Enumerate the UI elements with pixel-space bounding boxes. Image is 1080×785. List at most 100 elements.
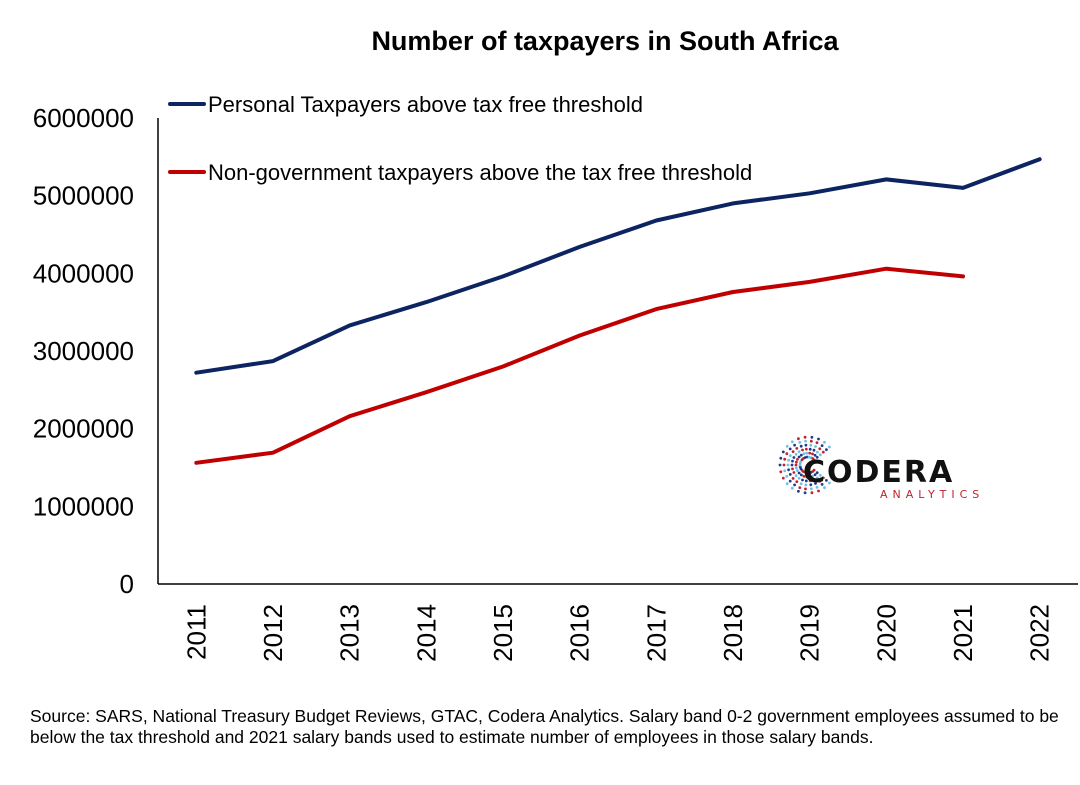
logo-dot xyxy=(823,440,826,444)
logo-name: CODERA xyxy=(803,455,954,490)
logo-dot xyxy=(823,486,826,490)
logo-dot xyxy=(817,489,820,493)
logo-dot xyxy=(798,486,802,489)
logo-dot xyxy=(799,444,803,448)
series-lines xyxy=(194,157,1042,465)
logo-dot xyxy=(788,473,792,476)
logo-dot xyxy=(797,437,800,441)
logo-dot xyxy=(796,469,799,472)
logo-dot xyxy=(805,451,809,455)
y-tick-label: 4000000 xyxy=(33,258,134,288)
logo-dot xyxy=(790,440,794,444)
logo-dot xyxy=(781,476,785,480)
x-tick-label: 2012 xyxy=(258,604,288,662)
logo-dot xyxy=(790,463,794,467)
source-note: Source: SARS, National Treasury Budget R… xyxy=(30,706,1059,747)
logo-dot xyxy=(783,457,787,461)
logo-dot xyxy=(801,478,804,482)
legend-label-2: Non-government taxpayers above the tax f… xyxy=(208,160,752,185)
legend-label-1: Personal Taxpayers above tax free thresh… xyxy=(208,92,643,117)
logo-dot xyxy=(795,466,798,470)
logo-dot xyxy=(797,489,800,493)
x-tick-label: 2014 xyxy=(411,604,441,662)
series-line-2 xyxy=(194,266,965,465)
logo-dot xyxy=(781,450,785,454)
logo-dot xyxy=(812,448,816,452)
logo-dot xyxy=(788,479,792,483)
logo-dot xyxy=(820,444,824,447)
logo-dot xyxy=(828,481,831,485)
y-tick-label: 6000000 xyxy=(33,103,134,133)
logo-dot xyxy=(809,443,813,447)
logo-dot xyxy=(828,445,831,449)
logo-dot xyxy=(808,479,812,483)
x-tick-label: 2013 xyxy=(335,604,365,662)
logo-dot xyxy=(785,482,789,486)
x-tick-label: 2019 xyxy=(795,604,825,662)
logo-dot xyxy=(816,476,819,480)
logo-dot xyxy=(825,448,828,451)
logo-dot xyxy=(803,435,807,439)
logo-dot xyxy=(799,473,803,477)
logo-dot xyxy=(797,455,801,459)
x-tick-label: 2015 xyxy=(488,604,518,662)
logo-dot xyxy=(795,480,799,483)
logo-dot xyxy=(797,450,801,454)
logo-dot xyxy=(783,469,787,473)
logo-dot xyxy=(814,482,817,485)
logo-dot xyxy=(816,450,819,454)
x-tick-label: 2018 xyxy=(718,604,748,662)
logo-dot xyxy=(797,476,801,480)
logo-dot xyxy=(815,455,819,459)
logo-dot xyxy=(804,447,808,451)
logo-dot xyxy=(802,452,806,456)
x-tick-label: 2021 xyxy=(948,604,978,662)
logo-dot xyxy=(804,483,808,487)
logo-dot xyxy=(794,463,798,467)
x-tick-label: 2016 xyxy=(565,604,595,662)
legend: Personal Taxpayers above tax free thresh… xyxy=(168,92,752,185)
x-tick-label: 2022 xyxy=(1025,604,1055,662)
logo-dot xyxy=(809,439,813,443)
logo-dot xyxy=(811,474,814,478)
logo-dot xyxy=(794,452,798,456)
codera-logo: CODERA ANALYTICS xyxy=(778,435,979,501)
logo-dot xyxy=(818,447,822,451)
logo-dot xyxy=(787,458,790,462)
logo-dot xyxy=(791,477,795,480)
logo-dot xyxy=(792,471,796,474)
logo-dot xyxy=(812,458,816,462)
logo-dot xyxy=(787,468,790,472)
logo-dot xyxy=(785,444,789,448)
logo-dot xyxy=(804,487,807,491)
logo-dot xyxy=(815,471,819,475)
logo-dot xyxy=(793,443,796,447)
logo-dot xyxy=(818,453,822,457)
logo-dot xyxy=(809,483,813,487)
logo-dot xyxy=(795,447,799,450)
logo-dot xyxy=(804,479,808,483)
logo-dot xyxy=(813,473,817,477)
x-tick-label: 2020 xyxy=(871,604,901,662)
logo-dot xyxy=(803,491,807,495)
logo-dot xyxy=(808,451,812,455)
logo-dot xyxy=(794,474,798,478)
logo-dot xyxy=(782,463,786,467)
logo-dot xyxy=(811,452,814,456)
logo-dot xyxy=(808,475,812,479)
y-tick-label: 0 xyxy=(120,569,134,599)
logo-dot xyxy=(798,441,802,444)
logo-dot xyxy=(809,487,813,491)
y-tick-label: 2000000 xyxy=(33,414,134,444)
logo-dot xyxy=(788,447,792,451)
logo-dot xyxy=(779,470,783,474)
logo-dot xyxy=(799,453,803,457)
y-tick-label: 1000000 xyxy=(33,491,134,521)
logo-dot xyxy=(792,456,796,459)
logo-dot xyxy=(778,463,782,467)
logo-dot xyxy=(802,474,806,478)
logo-dot xyxy=(791,467,794,471)
logo-dot xyxy=(805,475,809,479)
logo-dot xyxy=(821,450,825,454)
y-tick-labels: 0 1000000 2000000 3000000 4000000 5000000 6000… xyxy=(33,103,134,599)
